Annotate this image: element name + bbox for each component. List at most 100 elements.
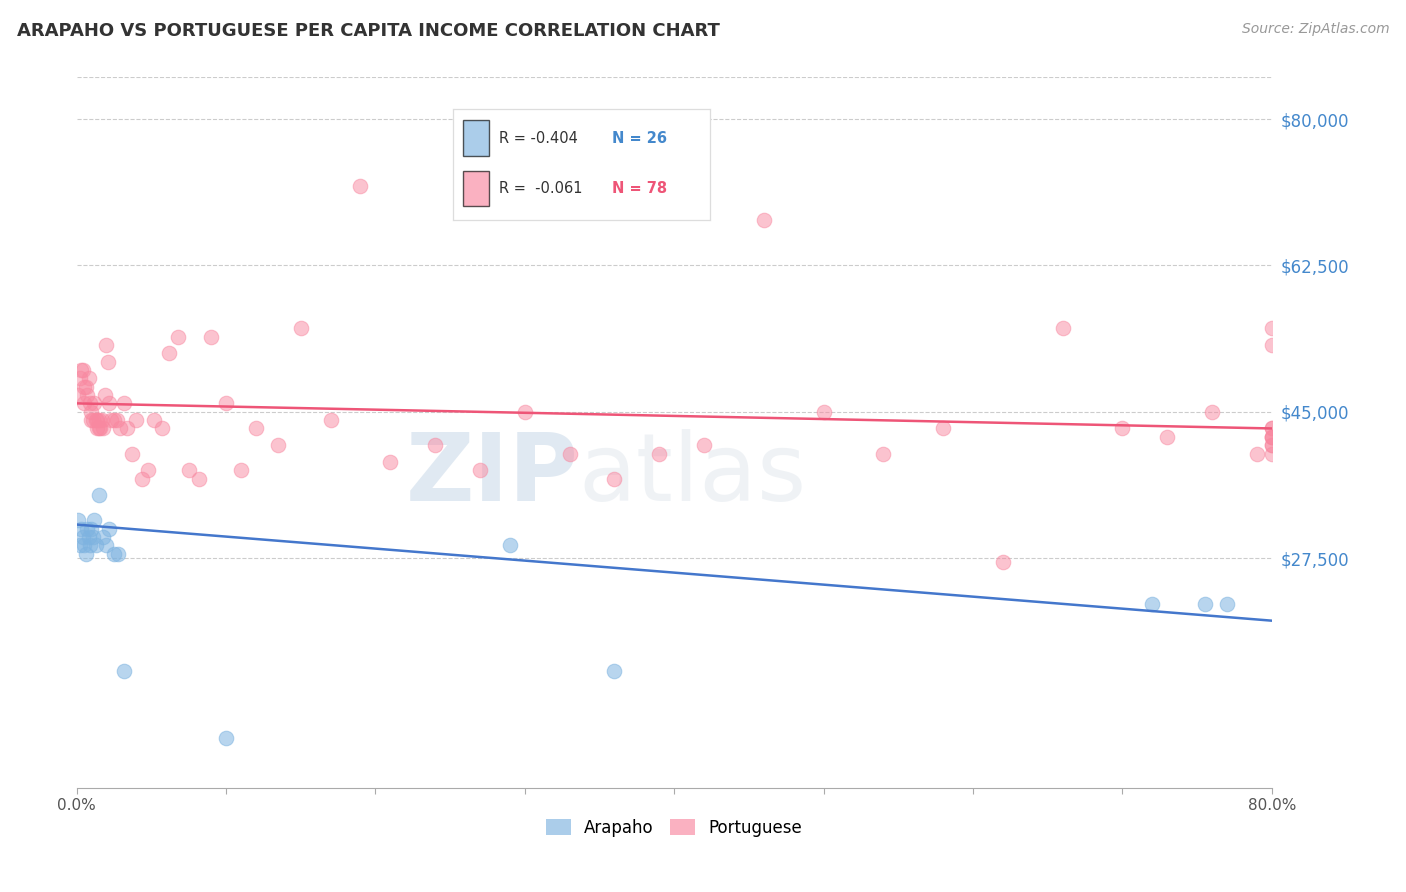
Point [1261, 438, 1284, 452]
Point [349, 179, 371, 194]
Point [112, 396, 135, 410]
Point [77, 371, 100, 385]
Point [73, 379, 96, 393]
Point [87, 488, 110, 502]
Point [872, 446, 894, 460]
Point [229, 463, 252, 477]
Point [245, 421, 267, 435]
Text: Source: ZipAtlas.com: Source: ZipAtlas.com [1241, 22, 1389, 37]
Legend: Arapaho, Portuguese: Arapaho, Portuguese [538, 812, 810, 844]
Point [1261, 430, 1284, 444]
Point [648, 446, 671, 460]
Point [117, 421, 139, 435]
Point [86, 413, 108, 427]
Point [97, 354, 120, 368]
Point [1142, 597, 1164, 611]
Point [1201, 405, 1223, 419]
Point [93, 530, 115, 544]
Point [1261, 321, 1284, 335]
Point [752, 212, 775, 227]
Point [93, 421, 115, 435]
Point [84, 539, 107, 553]
Point [69, 371, 91, 385]
Point [103, 547, 125, 561]
Point [87, 413, 110, 427]
Point [82, 530, 104, 544]
Point [100, 413, 122, 427]
Point [98, 396, 121, 410]
Point [76, 388, 98, 402]
Point [136, 463, 159, 477]
Point [188, 472, 211, 486]
Point [98, 522, 121, 536]
Point [75, 379, 97, 393]
Point [991, 555, 1014, 569]
Point [693, 438, 716, 452]
Point [1261, 421, 1284, 435]
Point [67, 513, 90, 527]
Point [83, 396, 105, 410]
Point [125, 413, 148, 427]
Point [1156, 430, 1178, 444]
Point [150, 421, 173, 435]
Point [1194, 597, 1216, 611]
Point [813, 405, 835, 419]
Point [83, 513, 105, 527]
Point [121, 446, 143, 460]
Text: ARAPAHO VS PORTUGUESE PER CAPITA INCOME CORRELATION CHART: ARAPAHO VS PORTUGUESE PER CAPITA INCOME … [17, 22, 720, 40]
Point [603, 664, 626, 678]
Point [103, 413, 125, 427]
Point [91, 413, 114, 427]
Text: ZIP: ZIP [406, 429, 579, 521]
Point [1261, 430, 1284, 444]
Point [290, 321, 312, 335]
Point [177, 463, 200, 477]
Point [1261, 438, 1284, 452]
Point [86, 421, 108, 435]
Text: atlas: atlas [579, 429, 807, 521]
Point [319, 413, 342, 427]
Point [380, 455, 402, 469]
Point [143, 413, 166, 427]
Point [267, 438, 290, 452]
Point [932, 421, 955, 435]
Point [468, 463, 491, 477]
Point [1261, 446, 1284, 460]
Point [423, 438, 446, 452]
Point [200, 329, 222, 343]
Point [67, 388, 90, 402]
Point [82, 413, 104, 427]
Point [1261, 338, 1284, 352]
Point [1261, 430, 1284, 444]
Point [70, 363, 93, 377]
Point [72, 530, 94, 544]
Point [1216, 597, 1239, 611]
Point [87, 421, 110, 435]
Point [89, 421, 111, 435]
Point [75, 547, 97, 561]
Point [112, 664, 135, 678]
Point [73, 539, 96, 553]
Point [131, 472, 153, 486]
Point [79, 396, 101, 410]
Point [76, 522, 98, 536]
Point [80, 405, 103, 419]
Point [80, 522, 103, 536]
Point [499, 539, 522, 553]
Point [96, 539, 118, 553]
Point [105, 413, 128, 427]
Point [69, 539, 91, 553]
Point [70, 522, 93, 536]
Point [72, 363, 94, 377]
Point [79, 539, 101, 553]
Point [215, 396, 238, 410]
Point [107, 547, 129, 561]
Point [94, 388, 117, 402]
Point [1261, 421, 1284, 435]
Point [108, 421, 131, 435]
Point [167, 329, 190, 343]
Point [603, 472, 626, 486]
Point [73, 396, 96, 410]
Point [77, 530, 100, 544]
Point [1246, 446, 1268, 460]
